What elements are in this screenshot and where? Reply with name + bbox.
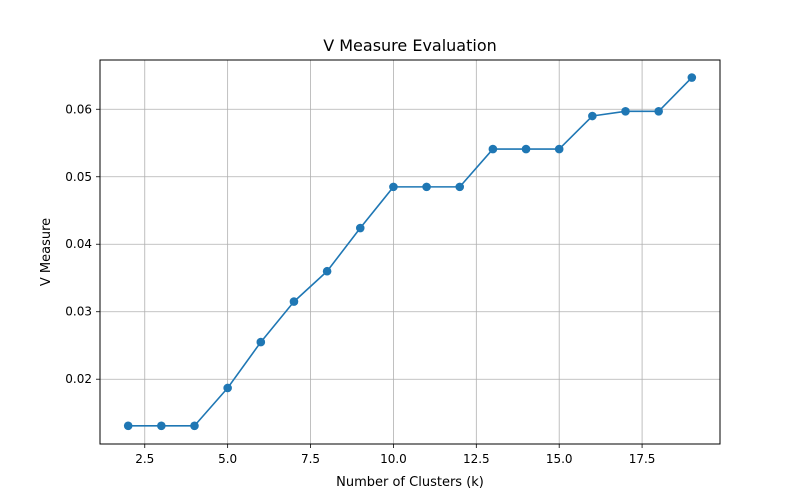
y-tick-label: 0.05 <box>65 170 92 184</box>
grid <box>100 60 720 444</box>
chart-title: V Measure Evaluation <box>323 36 497 55</box>
x-tick-label: 7.5 <box>301 452 320 466</box>
data-point <box>157 421 166 431</box>
series-layer <box>123 73 697 431</box>
x-tick-label: 15.0 <box>546 452 573 466</box>
data-point <box>190 421 199 431</box>
data-point <box>322 266 332 276</box>
data-point <box>355 223 365 233</box>
x-tick-label: 12.5 <box>463 452 490 466</box>
x-axis: 2.5 5.0 7.5 10.0 12.5 15.0 17.5 <box>135 444 655 466</box>
y-tick-label: 0.04 <box>65 237 92 251</box>
y-tick-label: 0.06 <box>65 102 92 116</box>
data-point <box>389 182 398 192</box>
x-axis-label: Number of Clusters (k) <box>336 475 484 490</box>
data-point <box>521 144 531 154</box>
y-axis: 0.02 0.03 0.04 0.05 0.06 <box>65 102 100 386</box>
data-point <box>422 182 431 192</box>
data-point <box>654 106 663 116</box>
x-tick-label: 10.0 <box>380 452 407 466</box>
data-point <box>289 297 299 306</box>
data-point <box>123 421 133 431</box>
data-point <box>687 73 697 82</box>
y-tick-label: 0.03 <box>65 305 92 319</box>
plot-area-frame <box>99 59 721 445</box>
data-point <box>256 337 266 347</box>
data-point <box>621 106 630 116</box>
y-axis-label: V Measure <box>39 218 54 286</box>
data-point <box>455 182 465 192</box>
data-point <box>588 111 597 121</box>
data-point <box>488 144 498 154</box>
x-tick-label: 2.5 <box>135 452 154 466</box>
data-point <box>554 144 564 154</box>
y-tick-label: 0.02 <box>65 372 92 386</box>
x-tick-label: 17.5 <box>629 452 656 466</box>
data-point <box>223 383 232 393</box>
series-line <box>128 76 693 427</box>
x-tick-label: 5.0 <box>218 452 237 466</box>
